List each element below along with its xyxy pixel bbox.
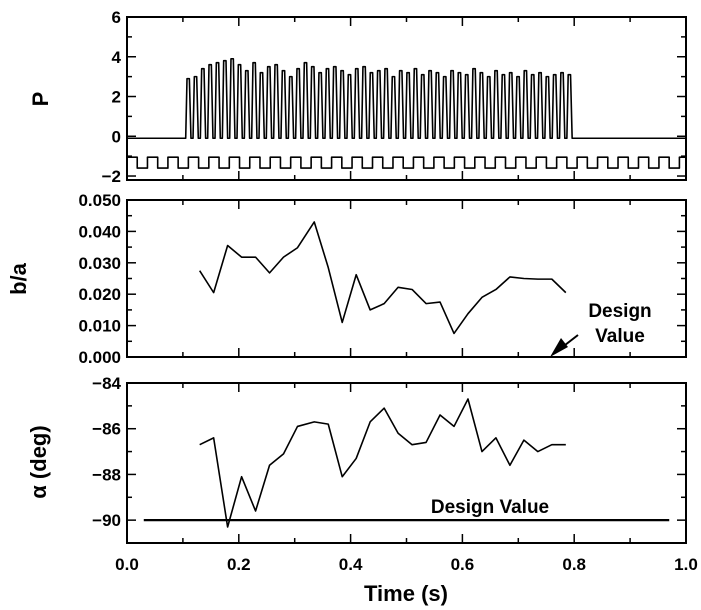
panel-alpha: −84 −86 −88 −90 α (deg) Design Value	[26, 374, 687, 544]
x-tick-label: 1.0	[674, 555, 698, 574]
pressure-burst-line	[127, 57, 686, 140]
pressure-ytick-label: 4	[112, 48, 122, 67]
pressure-ticks: 6 4 2 0 −2	[102, 8, 686, 186]
x-tick-label: 0.6	[451, 555, 475, 574]
pressure-ytick-label: 6	[112, 8, 121, 27]
pressure-square-wave	[127, 156, 686, 169]
ba-line	[198, 221, 567, 335]
x-tick-label: 0.8	[562, 555, 586, 574]
alpha-ticks: −84 −86 −88 −90	[92, 374, 686, 530]
ba-annotation-line1: Design	[588, 301, 651, 322]
alpha-series-group	[143, 398, 670, 528]
x-tick-label: 0.0	[115, 555, 139, 574]
ba-ytick-label: 0.010	[78, 317, 121, 336]
ba-annotation-line2: Value	[595, 326, 645, 347]
alpha-ylabel: α (deg)	[26, 425, 51, 498]
x-tick-label: 0.4	[339, 555, 363, 574]
panel-alpha-frame	[126, 382, 687, 544]
pressure-ylabel: P	[28, 92, 53, 107]
ba-ytick-label: 0.030	[78, 254, 121, 273]
pressure-series-group	[127, 57, 686, 169]
pressure-ytick-label: 0	[112, 127, 121, 146]
pressure-ytick-label: −2	[102, 167, 121, 186]
alpha-design-value-label: Design Value	[431, 497, 549, 518]
pressure-ytick-label: 2	[112, 88, 121, 107]
x-axis-label: Time (s)	[364, 581, 448, 606]
panel-ba: 0.050 0.040 0.030 0.020 0.010 0.000 b/a Desig…	[6, 191, 687, 367]
ba-annotation-arrow-head	[550, 338, 568, 357]
alpha-ytick-label: −84	[92, 374, 121, 393]
ba-ylabel: b/a	[6, 262, 31, 295]
alpha-ytick-label: −90	[92, 511, 121, 530]
alpha-line	[199, 398, 566, 528]
ba-ytick-label: 0.040	[78, 222, 121, 241]
ba-series-group	[198, 221, 567, 335]
ba-ticks: 0.050 0.040 0.030 0.020 0.010 0.000	[78, 191, 686, 367]
ba-ytick-label: 0.000	[78, 348, 121, 367]
x-axis-ticks: 0.0 0.2 0.4 0.6 0.8 1.0	[115, 17, 698, 574]
alpha-ytick-label: −88	[92, 465, 121, 484]
ba-ytick-label: 0.020	[78, 285, 121, 304]
x-tick-label: 0.2	[227, 555, 251, 574]
panel-pressure: 6 4 2 0 −2 P	[28, 8, 687, 186]
ba-ytick-label: 0.050	[78, 191, 121, 210]
alpha-ytick-label: −86	[92, 420, 121, 439]
